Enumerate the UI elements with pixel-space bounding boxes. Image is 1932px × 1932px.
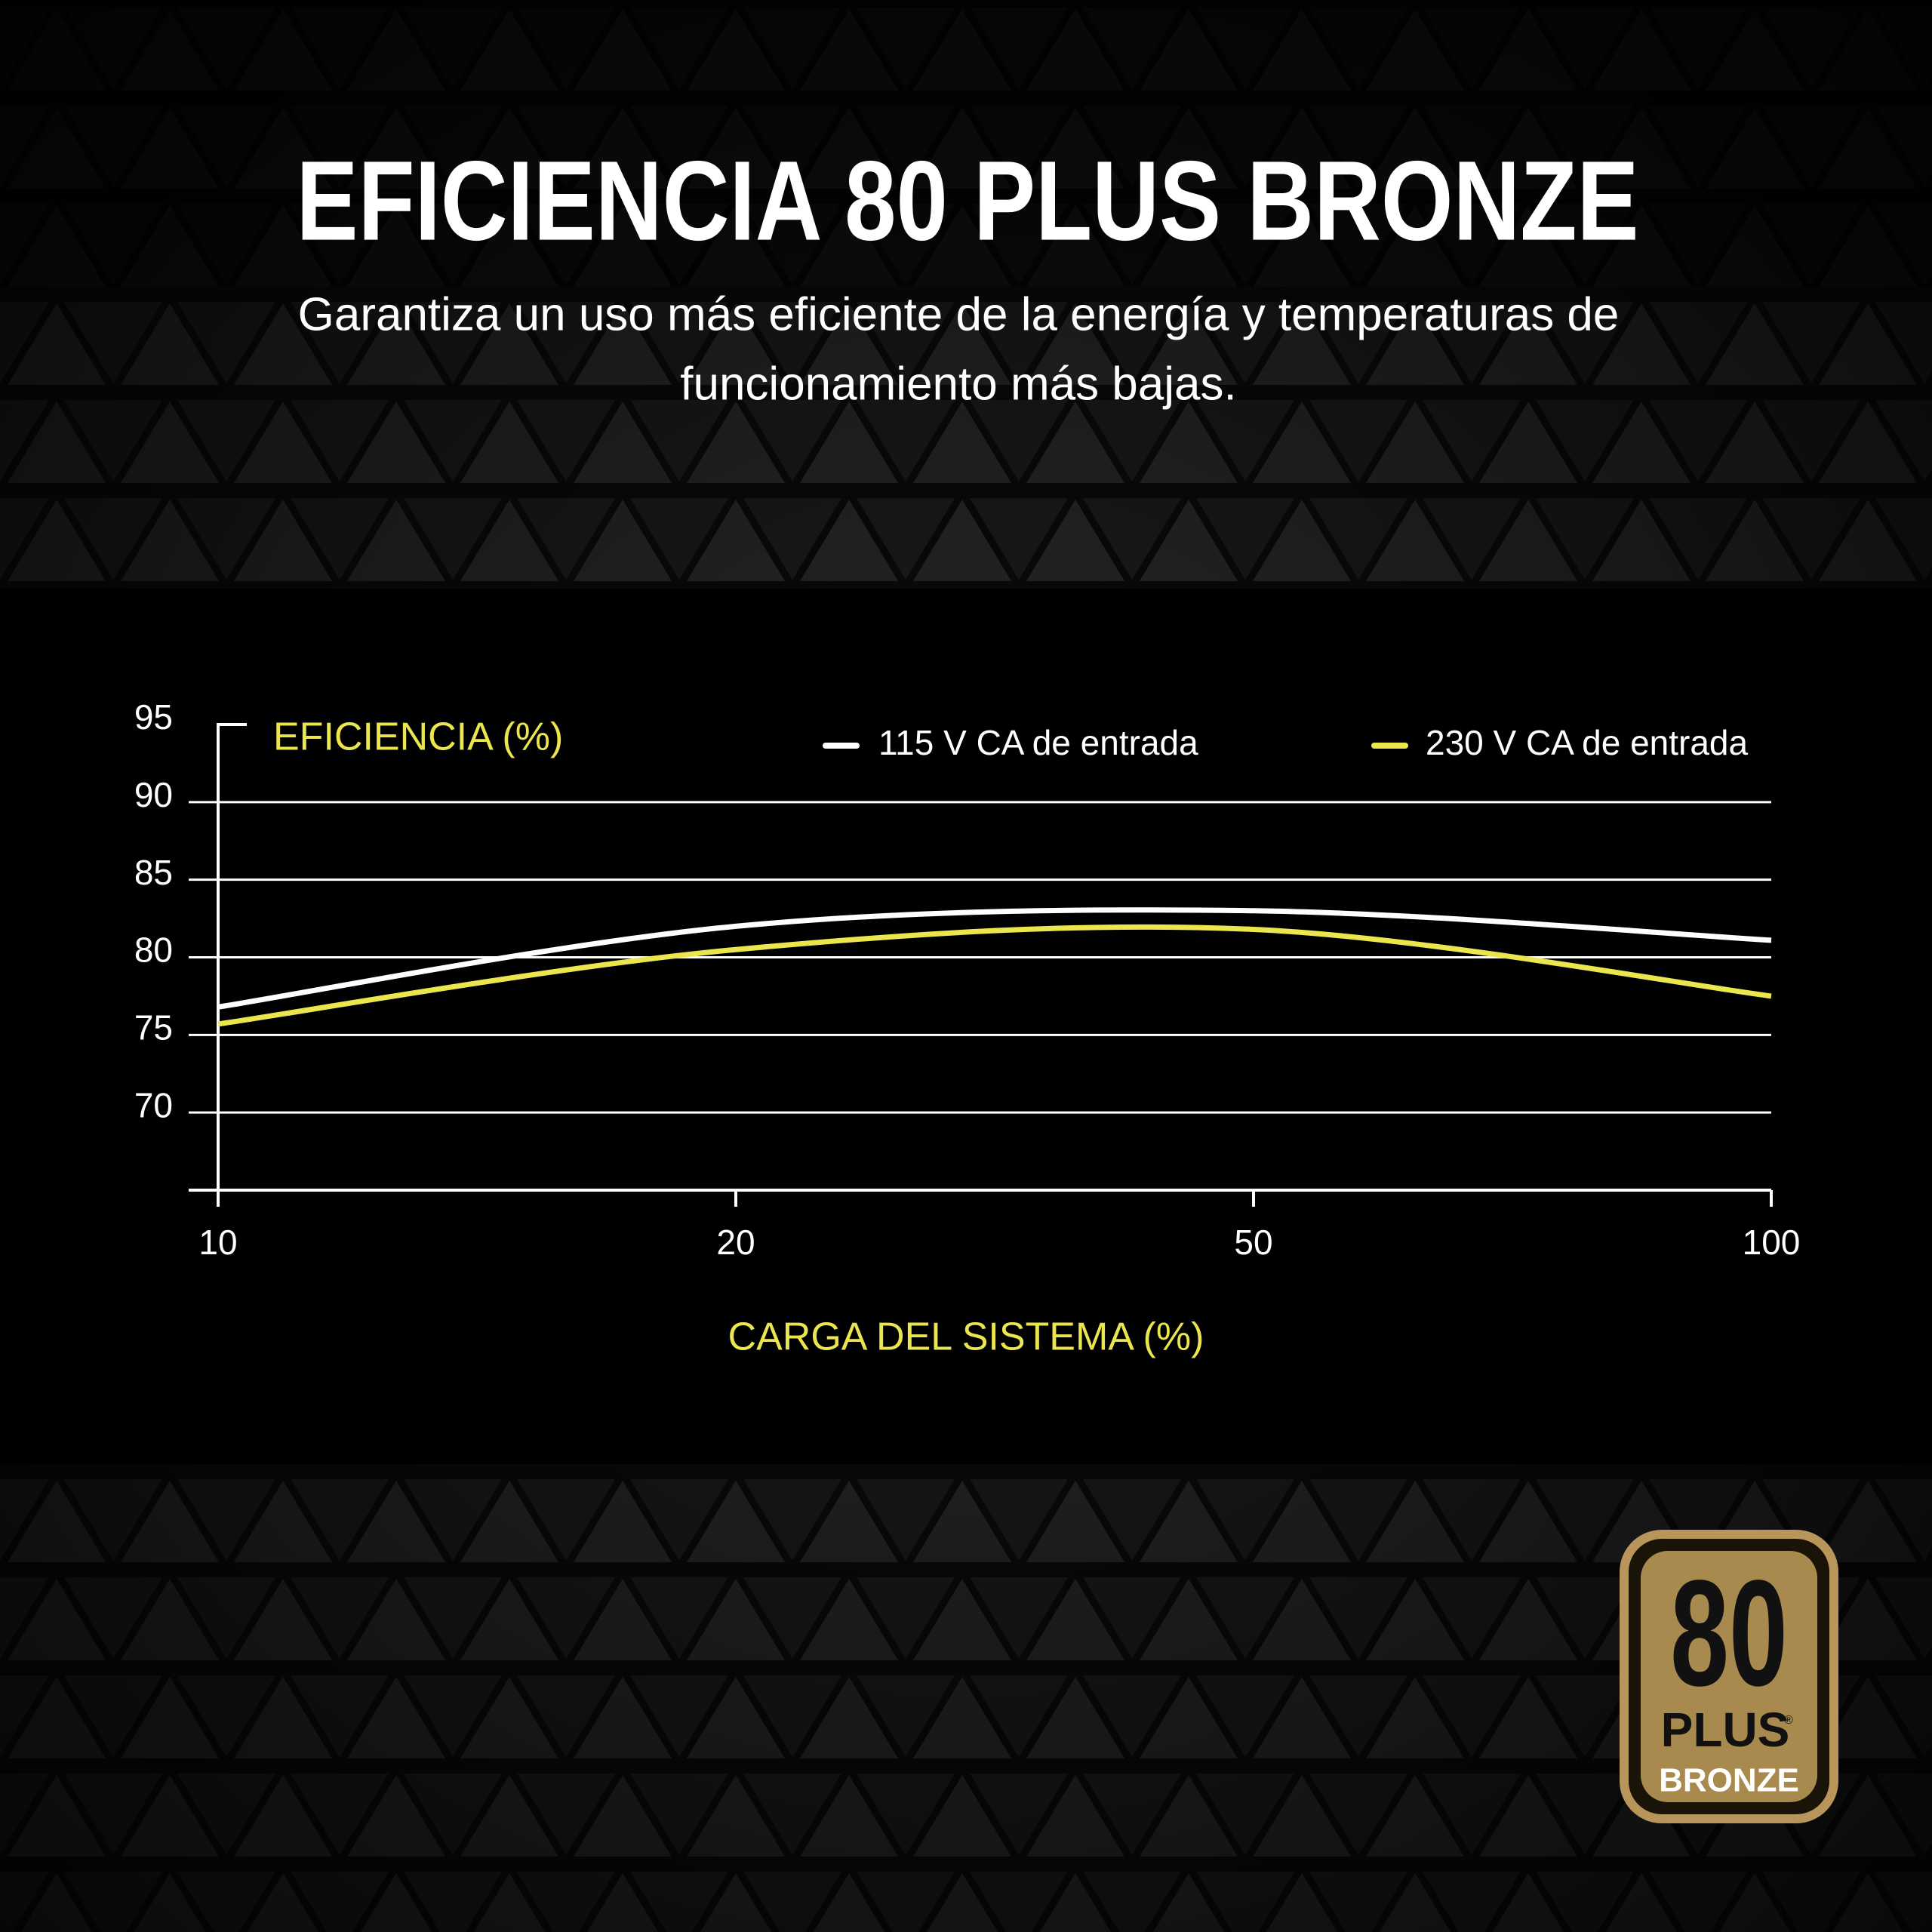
badge-fill	[1641, 1551, 1817, 1802]
x-tick-label: 20	[716, 1223, 755, 1262]
axis-corner	[217, 723, 247, 740]
y-axis-label: EFICIENCIA (%)	[273, 715, 563, 759]
x-tick-label: 50	[1234, 1223, 1272, 1262]
x-tick-label: 10	[198, 1223, 237, 1262]
x-tick-label: 100	[1743, 1223, 1801, 1262]
y-tick-label: 75	[134, 1008, 173, 1047]
y-tick-label: 80	[134, 931, 173, 970]
y-tick-label: 70	[134, 1085, 173, 1124]
y-tick-label: 95	[134, 697, 173, 737]
badge-number: 80	[1670, 1549, 1788, 1718]
series-line	[217, 907, 1772, 1010]
badge-level: BRONZE	[1659, 1762, 1799, 1799]
badge-mark: ®	[1784, 1714, 1793, 1727]
top-shade	[0, 0, 1932, 287]
legend-label: 115 V CA de entrada	[878, 723, 1198, 762]
chart-band	[0, 589, 1932, 1464]
x-axis-label: CARGA DEL SISTEMA (%)	[728, 1315, 1204, 1359]
y-tick-label: 90	[134, 775, 173, 814]
legend-label: 230 V CA de entrada	[1426, 723, 1749, 762]
badge: 80 PLUS ® BRONZE	[1620, 1530, 1838, 1823]
subtitle: Garantiza un uso más eficiente de la ene…	[298, 288, 1620, 340]
y-tick-label: 85	[134, 853, 173, 892]
title: EFICIENCIA 80 PLUS BRONZE	[296, 138, 1638, 264]
subtitle: funcionamiento más bajas.	[680, 358, 1237, 410]
series-line	[217, 924, 1772, 1027]
badge-plus: PLUS	[1661, 1703, 1790, 1757]
